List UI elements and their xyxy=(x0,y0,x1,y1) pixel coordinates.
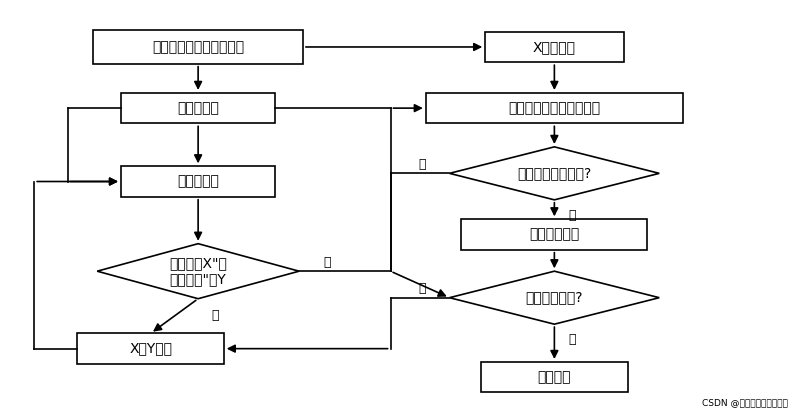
Text: 当前位置是否更好?: 当前位置是否更好? xyxy=(518,166,591,181)
Polygon shape xyxy=(450,147,659,200)
Bar xyxy=(485,32,624,62)
Bar xyxy=(426,93,683,124)
Text: 否: 否 xyxy=(418,158,426,171)
Text: CSDN @电力系统与算法之英: CSDN @电力系统与算法之英 xyxy=(702,398,788,407)
Text: 找出最优个体及最佳位置: 找出最优个体及最佳位置 xyxy=(508,101,601,115)
Bar xyxy=(121,93,275,124)
Bar xyxy=(94,30,303,64)
Text: 是: 是 xyxy=(568,333,575,346)
Text: 是否有离X"较
优且最近"的Y: 是否有离X"较 优且最近"的Y xyxy=(169,256,227,286)
Text: 输出结果: 输出结果 xyxy=(538,370,571,384)
Text: 否: 否 xyxy=(323,256,330,269)
Text: 否: 否 xyxy=(418,282,426,295)
Polygon shape xyxy=(97,244,299,299)
Bar xyxy=(462,219,647,250)
Text: X向Y移动: X向Y移动 xyxy=(129,342,172,356)
Bar xyxy=(481,362,628,392)
Polygon shape xyxy=(450,271,659,324)
Text: 是: 是 xyxy=(212,309,219,322)
Text: 种群大小与参数的初始化: 种群大小与参数的初始化 xyxy=(152,40,244,54)
Bar xyxy=(121,166,275,197)
Text: 位置初始化: 位置初始化 xyxy=(177,101,219,115)
Text: 评价适应度: 评价适应度 xyxy=(177,174,219,188)
Text: 是否满足要求?: 是否满足要求? xyxy=(526,291,583,305)
Bar xyxy=(78,333,224,364)
Text: 是: 是 xyxy=(568,209,575,222)
Text: X随机移动: X随机移动 xyxy=(533,40,576,54)
Text: 替换最佳位置: 替换最佳位置 xyxy=(530,228,579,242)
